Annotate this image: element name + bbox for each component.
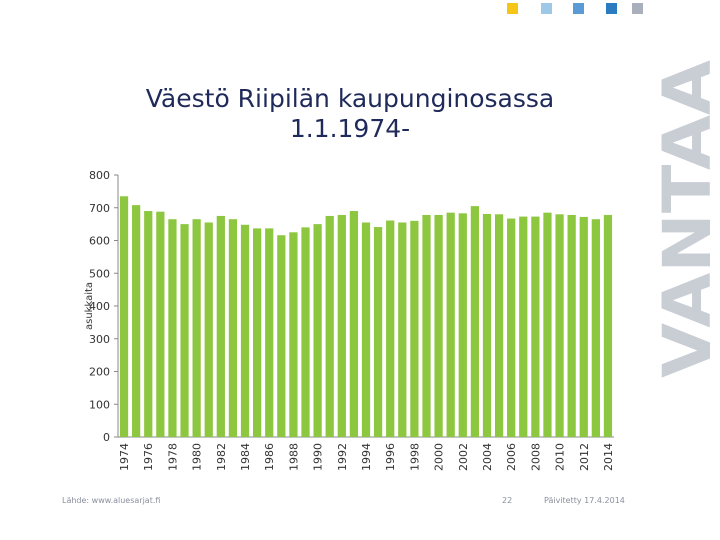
- x-tick-label: 2004: [481, 443, 494, 471]
- bar: [144, 211, 153, 437]
- vantaa-logo: VANTAA: [648, 52, 720, 382]
- bar: [567, 214, 576, 437]
- bar: [470, 206, 479, 437]
- bar: [204, 222, 213, 437]
- bar: [494, 214, 504, 437]
- y-tick-label: 800: [89, 169, 110, 182]
- x-tick-label: 1998: [408, 443, 421, 471]
- x-tick-label: 2002: [457, 443, 470, 471]
- bar: [603, 214, 613, 437]
- x-tick-label: 1990: [312, 443, 325, 471]
- y-tick-label: 300: [89, 333, 110, 346]
- bar: [446, 212, 455, 437]
- bar: [240, 224, 250, 437]
- decorative-square: [606, 3, 617, 14]
- bar: [386, 220, 395, 437]
- bar: [361, 222, 371, 437]
- bar: [156, 211, 165, 437]
- bar: [325, 215, 334, 437]
- x-tick-label: 2008: [529, 443, 542, 471]
- bar: [301, 227, 310, 437]
- x-tick-label: 2012: [578, 443, 591, 471]
- bar: [531, 216, 540, 437]
- decorative-squares: [0, 0, 720, 20]
- brand-wordmark: VANTAA: [649, 60, 720, 378]
- decorative-square: [632, 3, 643, 14]
- bar: [373, 227, 383, 437]
- decorative-square: [573, 3, 584, 14]
- bar: [591, 219, 600, 437]
- x-tick-label: 2010: [554, 443, 567, 471]
- source-note: Lähde: www.aluesarjat.fi: [62, 496, 161, 505]
- y-axis-label: asukkaita: [84, 282, 95, 330]
- bar: [228, 219, 238, 437]
- bar: [543, 212, 552, 437]
- bar: [132, 205, 141, 437]
- x-tick-label: 1980: [191, 443, 204, 471]
- bar: [313, 224, 322, 437]
- decorative-square: [541, 3, 552, 14]
- title-line-1: Väestö Riipilän kaupunginosassa: [145, 84, 555, 113]
- bar: [482, 213, 492, 437]
- bar: [265, 228, 274, 437]
- bar: [398, 222, 407, 437]
- bar: [555, 214, 564, 437]
- x-tick-label: 1976: [142, 443, 155, 471]
- bar: [519, 216, 528, 437]
- bar: [168, 219, 177, 437]
- decorative-square: [507, 3, 518, 14]
- x-tick-label: 1982: [215, 443, 228, 471]
- bar: [119, 196, 129, 437]
- y-tick-label: 700: [89, 202, 110, 215]
- bar: [192, 219, 201, 437]
- bar: [507, 218, 516, 437]
- x-tick-label: 1986: [263, 443, 276, 471]
- bar: [216, 215, 225, 437]
- bar: [410, 220, 419, 437]
- y-tick-label: 600: [89, 235, 110, 248]
- slide-title: Väestö Riipilän kaupunginosassa 1.1.1974…: [110, 84, 590, 144]
- bar: [277, 235, 286, 437]
- bar: [180, 224, 189, 437]
- title-line-2: 1.1.1974-: [289, 114, 411, 143]
- y-tick-label: 400: [89, 300, 110, 313]
- bar: [434, 214, 443, 437]
- x-tick-label: 1996: [384, 443, 397, 471]
- bar: [579, 216, 588, 437]
- bar: [289, 232, 298, 437]
- x-tick-label: 1994: [360, 443, 373, 471]
- bar: [458, 213, 467, 437]
- x-tick-label: 2006: [505, 443, 518, 471]
- y-tick-label: 500: [89, 267, 110, 280]
- page-number: 22: [502, 496, 513, 505]
- bar: [337, 214, 346, 437]
- x-tick-label: 1978: [166, 443, 179, 471]
- x-tick-label: 1988: [287, 443, 300, 471]
- bar: [253, 228, 262, 437]
- y-tick-label: 200: [89, 366, 110, 379]
- y-tick-label: 0: [103, 431, 110, 444]
- x-tick-label: 1992: [336, 443, 349, 471]
- x-tick-label: 1974: [118, 443, 131, 471]
- bar: [349, 211, 359, 437]
- x-tick-label: 1984: [239, 443, 252, 471]
- x-tick-label: 2000: [433, 443, 446, 471]
- x-tick-label: 2014: [602, 443, 615, 471]
- y-tick-label: 100: [89, 398, 110, 411]
- updated-date: Päivitetty 17.4.2014: [544, 496, 625, 505]
- bar: [422, 214, 431, 437]
